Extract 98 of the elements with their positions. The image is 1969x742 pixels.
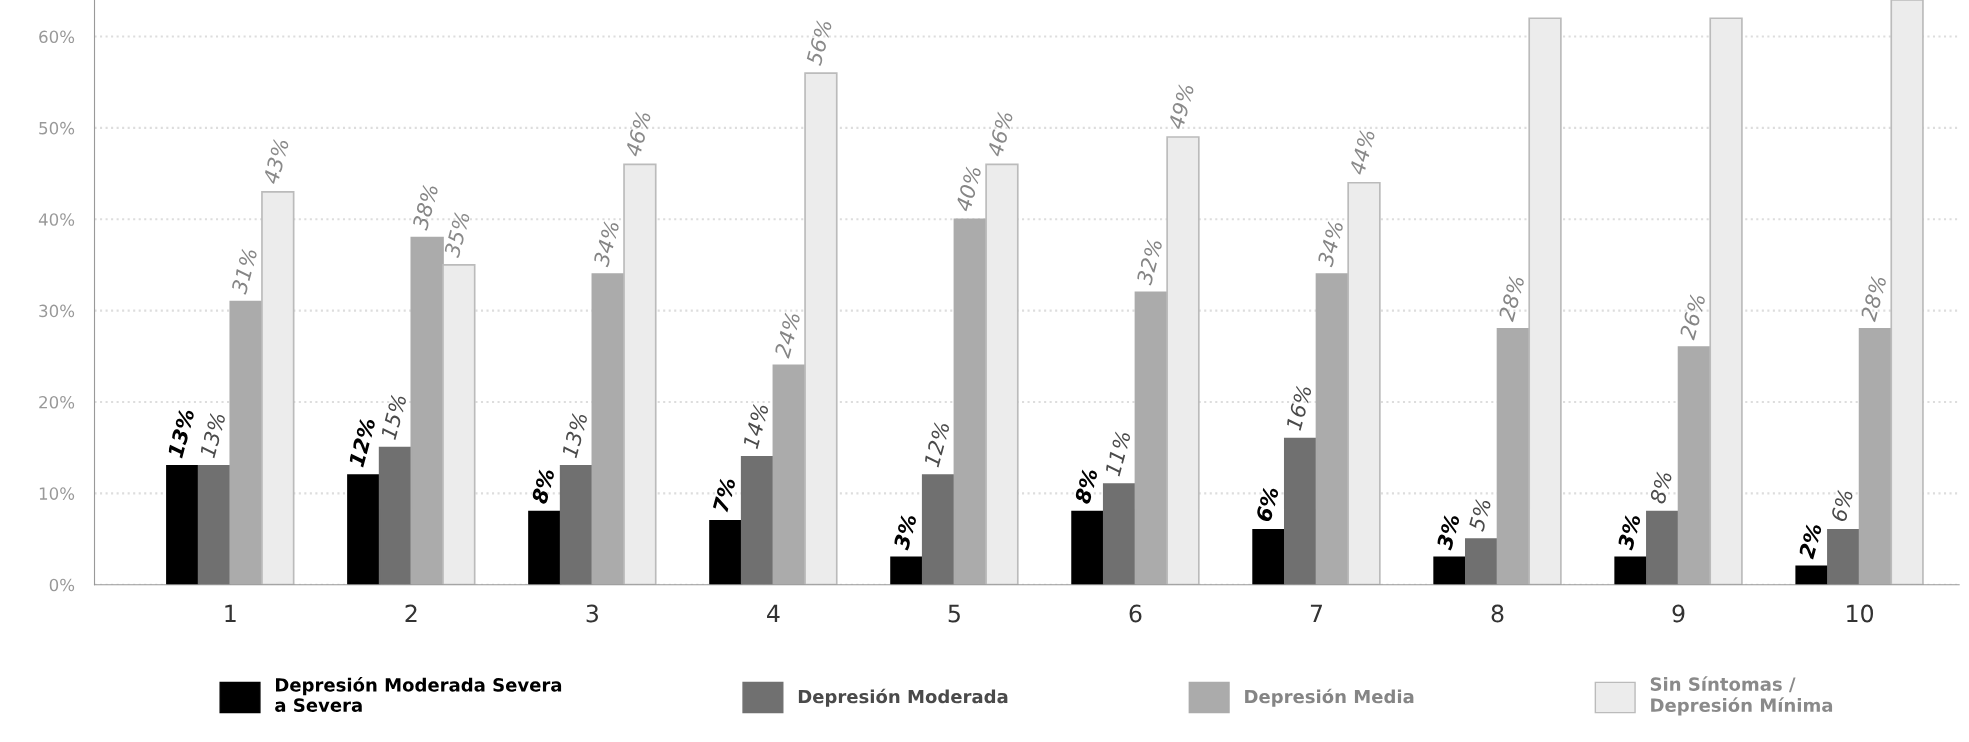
bar xyxy=(1709,17,1743,585)
data-label: 24% xyxy=(773,311,801,359)
bar xyxy=(1102,483,1137,585)
data-label: 35% xyxy=(443,211,471,259)
x-tick-label: 5 xyxy=(948,604,960,623)
data-label: 12% xyxy=(923,421,950,468)
data-label: 38% xyxy=(411,183,439,231)
data-label: 6% xyxy=(1255,486,1280,523)
bar xyxy=(1315,273,1350,585)
bar xyxy=(953,218,987,585)
bar xyxy=(559,465,594,585)
data-label: 2% xyxy=(1798,522,1823,560)
bar xyxy=(1890,0,1924,585)
legend-label: Depresión Moderada Severa a Severa xyxy=(275,677,562,712)
bar xyxy=(985,163,1019,585)
bar xyxy=(623,163,657,585)
bar xyxy=(528,510,562,585)
x-tick-label: 10 xyxy=(1847,604,1874,623)
data-label: 14% xyxy=(742,403,769,450)
data-label: 13% xyxy=(561,412,588,459)
data-label: 31% xyxy=(230,247,258,295)
bar xyxy=(1677,346,1712,585)
legend-label: Depresión Moderada xyxy=(798,688,1008,707)
bar xyxy=(1496,328,1531,585)
data-label: 7% xyxy=(712,477,736,513)
data-label: 3% xyxy=(1436,513,1461,551)
legend-label: Sin Síntomas / Depresión Mínima xyxy=(1650,676,1833,716)
bar xyxy=(1166,136,1200,585)
bar xyxy=(591,273,625,585)
data-label: 46% xyxy=(624,110,652,158)
bar xyxy=(709,519,743,585)
bar xyxy=(921,474,956,585)
y-tick-label: 10% xyxy=(39,487,75,500)
bar xyxy=(229,300,263,585)
bar xyxy=(1347,181,1381,585)
bar xyxy=(261,191,295,585)
y-tick-label: 0% xyxy=(49,578,75,592)
data-label: 16% xyxy=(1285,384,1312,431)
data-label: 49% xyxy=(1167,83,1195,131)
bar xyxy=(1134,291,1168,585)
data-label: 11% xyxy=(1104,430,1131,477)
data-label: 34% xyxy=(1316,220,1344,268)
data-label: 12% xyxy=(348,417,376,468)
bar xyxy=(1528,17,1562,585)
bar xyxy=(1465,538,1499,585)
data-label: 44% xyxy=(1348,129,1376,176)
bar xyxy=(1252,529,1286,585)
bar xyxy=(1614,556,1648,585)
data-label: 46% xyxy=(986,110,1014,158)
data-label: 40% xyxy=(954,165,982,213)
bar xyxy=(1827,529,1861,585)
data-label: 8% xyxy=(530,467,555,505)
bar xyxy=(890,556,924,585)
x-tick-label: 9 xyxy=(1672,604,1685,623)
y-tick-label: 40% xyxy=(38,213,75,226)
data-label: 8% xyxy=(1649,470,1673,505)
bar xyxy=(1858,328,1893,585)
x-tick-label: 3 xyxy=(586,604,598,623)
data-label: 6% xyxy=(1830,489,1854,523)
x-tick-label: 6 xyxy=(1129,604,1142,623)
data-label: 13% xyxy=(199,412,226,459)
bar xyxy=(347,474,381,585)
data-label: 43% xyxy=(262,138,290,185)
y-tick-label: 50% xyxy=(39,121,75,135)
legend-label: Depresión Media xyxy=(1245,688,1414,707)
bar xyxy=(1646,510,1680,585)
data-label: 32% xyxy=(1135,238,1163,286)
data-label: 15% xyxy=(380,394,407,441)
y-tick-label: 30% xyxy=(39,304,75,318)
bar xyxy=(804,72,838,585)
data-label: 34% xyxy=(592,220,620,268)
data-label: 3% xyxy=(1617,513,1642,551)
bar xyxy=(1071,510,1105,585)
data-label: 28% xyxy=(1860,275,1887,323)
data-label: 13% xyxy=(167,408,195,459)
data-label: 26% xyxy=(1679,293,1706,341)
x-tick-label: 2 xyxy=(405,604,417,623)
y-tick-label: 60% xyxy=(39,30,75,44)
bar xyxy=(740,455,775,585)
x-tick-label: 4 xyxy=(767,604,780,623)
bar xyxy=(1433,556,1467,585)
bar xyxy=(410,236,444,585)
x-tick-label: 7 xyxy=(1310,604,1322,623)
y-tick-label: 20% xyxy=(39,395,75,409)
data-label: 5% xyxy=(1468,498,1492,533)
data-label: 3% xyxy=(892,513,918,551)
bar xyxy=(166,465,200,585)
bar xyxy=(378,446,413,585)
bar xyxy=(442,264,476,585)
x-tick-label: 1 xyxy=(225,604,236,623)
data-label: 28% xyxy=(1498,275,1525,323)
bar xyxy=(1283,437,1318,585)
data-label: 56% xyxy=(805,19,833,67)
bar xyxy=(772,364,806,585)
bar xyxy=(1795,565,1829,585)
data-label: 8% xyxy=(1074,467,1099,505)
x-tick-label: 8 xyxy=(1491,604,1504,623)
bar xyxy=(197,465,232,585)
